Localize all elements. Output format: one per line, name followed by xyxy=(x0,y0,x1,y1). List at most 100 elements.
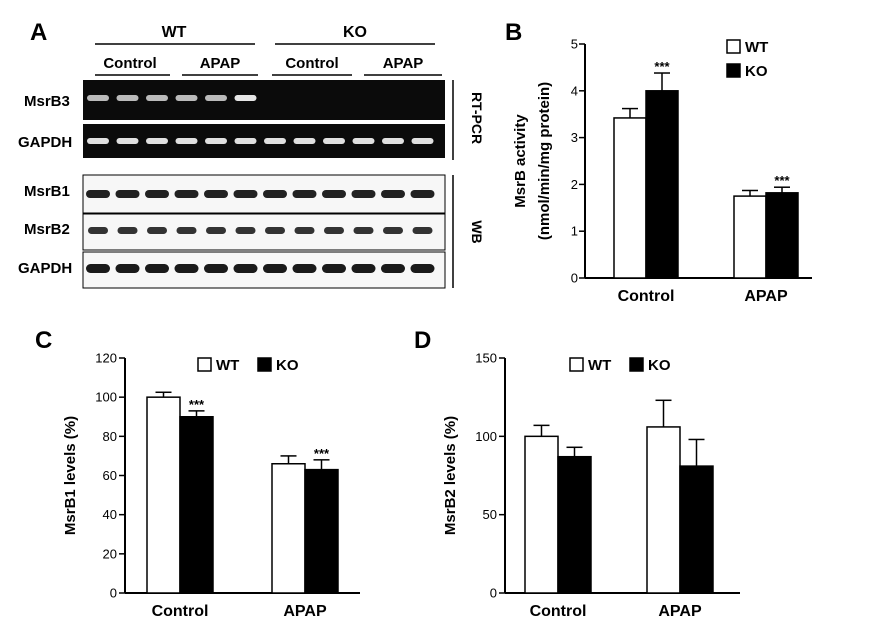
band xyxy=(88,227,108,234)
significance-marker: *** xyxy=(774,173,790,188)
y-tick-label: 0 xyxy=(110,586,117,601)
bar-wt xyxy=(524,435,559,594)
y-tick-label: 60 xyxy=(103,468,117,483)
y-tick-label: 0 xyxy=(490,586,497,601)
row-label-msrb2: MsrB2 xyxy=(24,221,70,238)
chart-d: 0 50 100 150 MsrB2 levels (%) Control APAP WT KO xyxy=(442,351,740,620)
band xyxy=(233,264,258,273)
panel-letter-d: D xyxy=(414,327,431,354)
band xyxy=(263,264,287,273)
category-label: Control xyxy=(618,288,675,305)
band xyxy=(233,190,258,198)
band xyxy=(410,264,435,273)
category-label: Control xyxy=(152,603,209,620)
chart-b: 0 1 2 3 4 5 MsrB activity (nmol/min/mg protein)… xyxy=(512,37,812,305)
band xyxy=(116,138,139,144)
bar-wt xyxy=(613,117,647,279)
band xyxy=(323,138,345,144)
bar-wt xyxy=(733,195,767,279)
band xyxy=(383,227,403,234)
y-tick-label: 40 xyxy=(103,507,117,522)
chart-c: 0 20 40 60 80 100 120 MsrB1 levels (%) *** Contro… xyxy=(62,351,360,620)
y-tick-label: 0 xyxy=(571,271,578,286)
legend-label-ko: KO xyxy=(745,63,768,80)
band xyxy=(292,190,317,198)
band xyxy=(87,95,109,101)
band xyxy=(174,190,199,198)
legend-label-ko: KO xyxy=(276,357,299,374)
band xyxy=(115,190,140,198)
legend-swatch-wt xyxy=(726,39,741,54)
band xyxy=(205,95,227,101)
treatment-label-4: APAP xyxy=(383,55,424,72)
significance-marker: *** xyxy=(314,446,330,461)
y-tick-label: 150 xyxy=(475,351,497,366)
treatment-label-1: Control xyxy=(103,55,156,72)
genotype-label-ko: KO xyxy=(343,24,367,41)
band xyxy=(146,138,168,144)
panel-letter-a: A xyxy=(30,19,47,46)
band xyxy=(411,138,434,144)
y-axis-title: MsrB activity xyxy=(512,114,529,208)
band xyxy=(234,95,257,101)
panel-letter-c: C xyxy=(35,327,52,354)
treatment-label-3: Control xyxy=(285,55,338,72)
blot-panel: WT KO Control APAP Control APAP MsrB3 GA… xyxy=(18,24,485,289)
band xyxy=(115,264,140,273)
legend-label-wt: WT xyxy=(745,39,768,56)
y-tick-label: 80 xyxy=(103,429,117,444)
band xyxy=(146,95,168,101)
band xyxy=(293,138,316,144)
band xyxy=(176,227,197,234)
y-axis-title: MsrB1 levels (%) xyxy=(62,416,79,535)
bar-ko xyxy=(179,416,214,594)
legend-swatch-ko xyxy=(257,357,272,372)
legend-label-wt: WT xyxy=(216,357,239,374)
band xyxy=(322,190,346,198)
band xyxy=(382,138,404,144)
band xyxy=(87,138,109,144)
row-label-gapdh-wb: GAPDH xyxy=(18,260,72,277)
band xyxy=(324,227,344,234)
band xyxy=(86,264,110,273)
category-label: APAP xyxy=(283,603,327,620)
y-tick-label: 3 xyxy=(571,130,578,145)
bar-ko xyxy=(765,192,799,279)
bar-ko xyxy=(679,465,714,594)
y-tick-label: 20 xyxy=(103,546,117,561)
band xyxy=(147,227,167,234)
genotype-label-wt: WT xyxy=(162,24,187,41)
band xyxy=(381,264,405,273)
legend-swatch-ko xyxy=(629,357,644,372)
panel-letter-b: B xyxy=(505,19,522,46)
band xyxy=(235,227,256,234)
band xyxy=(117,227,138,234)
band xyxy=(412,227,433,234)
significance-marker: *** xyxy=(654,59,670,74)
row-label-msrb3: MsrB3 xyxy=(24,93,70,110)
band xyxy=(263,190,287,198)
band xyxy=(353,227,374,234)
treatment-label-2: APAP xyxy=(200,55,241,72)
gel-strip-msrb3 xyxy=(83,80,445,120)
band xyxy=(351,264,376,273)
band xyxy=(265,227,285,234)
method-label-wb: WB xyxy=(469,220,485,243)
band xyxy=(352,138,375,144)
band xyxy=(294,227,315,234)
y-tick-label: 1 xyxy=(571,224,578,239)
category-label: Control xyxy=(530,603,587,620)
band xyxy=(86,190,110,198)
band xyxy=(116,95,139,101)
band xyxy=(145,190,169,198)
y-tick-label: 120 xyxy=(95,351,117,366)
y-tick-label: 5 xyxy=(571,37,578,52)
band xyxy=(234,138,257,144)
band xyxy=(204,190,228,198)
method-label-rtpcr: RT-PCR xyxy=(469,92,485,144)
band xyxy=(145,264,169,273)
band xyxy=(206,227,226,234)
significance-marker: *** xyxy=(189,397,205,412)
bar-wt xyxy=(646,426,681,594)
